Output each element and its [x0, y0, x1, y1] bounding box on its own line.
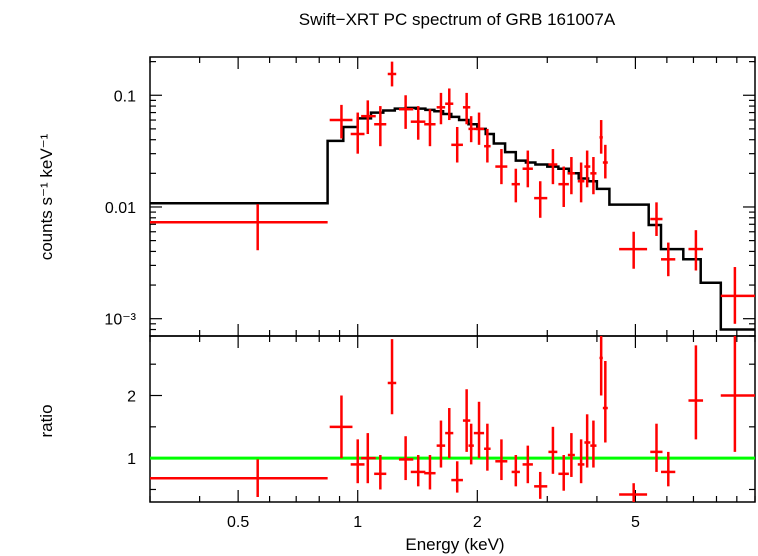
- ratio-data-point: [534, 471, 548, 499]
- spectrum-data-point: [599, 120, 603, 154]
- bottom-plot-frame: [149, 335, 756, 503]
- y-tick-label: 0.1: [114, 88, 136, 105]
- spectrum-data-point: [522, 150, 533, 188]
- y-tick-label: 0.01: [105, 200, 136, 217]
- spectrum-data-point: [329, 104, 353, 139]
- y-tick-label: 1: [127, 451, 136, 468]
- spectrum-data-point: [511, 168, 520, 203]
- spectrum-data-point: [661, 242, 676, 277]
- ratio-data-point: [484, 423, 491, 471]
- spectrum-data-point: [720, 267, 755, 324]
- spectrum-data-point: [361, 100, 376, 134]
- x-tick-label: 2: [473, 514, 482, 531]
- spectrum-data-point: [590, 157, 597, 195]
- spectrum-data-point: [451, 126, 463, 163]
- ratio-data-point: [468, 423, 474, 465]
- ratio-data-point: [522, 445, 533, 484]
- ratio-data-point: [688, 345, 704, 440]
- spectrum-data-point: [548, 149, 558, 185]
- ratio-data-point: [462, 389, 471, 452]
- spectrum-data-point: [398, 95, 414, 129]
- top-plot-frame: [149, 56, 756, 337]
- ratio-data-point: [567, 433, 575, 477]
- ratio-panel: 0.5 1 2 5 1 2: [127, 335, 756, 531]
- model-step-curve: [150, 106, 755, 331]
- spectrum-data-point: [462, 92, 471, 125]
- spectrum-data-point: [424, 109, 436, 147]
- ratio-data-point: [495, 439, 508, 481]
- spectrum-data-point: [150, 204, 328, 251]
- spectrum-data-point: [387, 61, 397, 87]
- spectrum-data-point: [468, 116, 474, 143]
- ratio-data-point: [329, 395, 353, 459]
- bottom-y-axis-label: ratio: [37, 404, 56, 437]
- ratio-data-point: [720, 336, 755, 452]
- ratio-data-point: [410, 455, 426, 487]
- ratio-data-point: [398, 436, 414, 481]
- x-tick-label: 5: [631, 514, 640, 531]
- ratio-data-point: [619, 483, 648, 502]
- ratio-data-point: [584, 414, 591, 468]
- ratio-data-point: [361, 433, 376, 484]
- spectrum-data-point: [619, 231, 648, 269]
- chart-title: Swift−XRT PC spectrum of GRB 161007A: [299, 10, 616, 29]
- spectrum-data-point: [584, 150, 591, 188]
- ratio-data-point: [661, 451, 676, 487]
- spectrum-data-point: [688, 230, 704, 271]
- spectrum-data-point: [567, 157, 575, 195]
- spectrum-panel: 0.1 0.01 10⁻³: [104, 56, 756, 337]
- ratio-data-point: [451, 461, 463, 493]
- ratio-data-point: [436, 420, 446, 468]
- spectrum-data-point: [445, 88, 454, 121]
- ratio-data-point: [387, 339, 397, 415]
- ratio-data-point: [511, 455, 520, 487]
- ratio-data-point: [445, 408, 454, 459]
- y-tick-label: 2: [127, 389, 136, 406]
- spectrum-data-point: [577, 162, 585, 203]
- spectrum-data-point: [484, 128, 491, 163]
- y-tick-label: 10⁻³: [104, 312, 136, 329]
- x-tick-label: 1: [353, 514, 362, 531]
- spectrum-data-point: [350, 112, 365, 154]
- spectrum-data-point: [650, 202, 663, 236]
- x-tick-label: 0.5: [227, 514, 249, 531]
- ratio-data-point: [577, 439, 585, 484]
- top-y-axis-label: counts s⁻¹ keV⁻¹: [37, 133, 56, 260]
- spectrum-data-point: [436, 92, 446, 125]
- ratio-data-point: [548, 426, 558, 474]
- ratio-data-point: [590, 420, 597, 468]
- ratio-data-point: [374, 455, 387, 490]
- ratio-data-point: [350, 439, 365, 484]
- ratio-data-point: [424, 455, 436, 490]
- ratio-data-point: [150, 459, 328, 497]
- ratio-data-point: [602, 361, 608, 443]
- spectrum-data-point: [495, 149, 508, 185]
- ratio-data-point: [650, 423, 663, 472]
- ratio-data-point: [599, 336, 603, 396]
- ratio-data-point: [558, 455, 569, 491]
- spectrum-data-point: [374, 106, 387, 147]
- ratio-data-point: [473, 401, 485, 459]
- spectrum-data-point: [534, 181, 548, 218]
- spectrum-data-point: [558, 166, 569, 207]
- spectrum-data-point: [602, 144, 608, 179]
- spectrum-data-point: [410, 106, 426, 140]
- spectrum-data-point: [473, 112, 485, 145]
- x-axis-label: Energy (keV): [405, 535, 504, 554]
